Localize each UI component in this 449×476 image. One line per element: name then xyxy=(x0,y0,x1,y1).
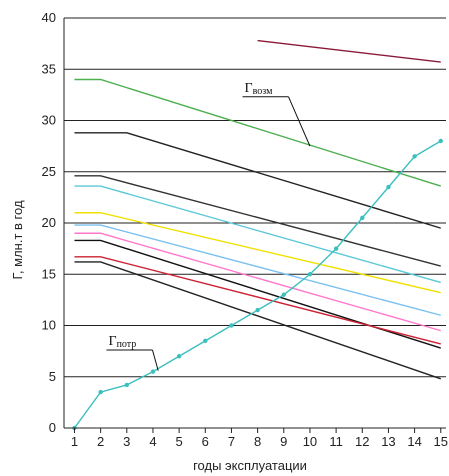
series-line-10 xyxy=(74,256,441,345)
data-point xyxy=(438,138,443,144)
x-tick-label: 9 xyxy=(280,434,287,449)
annotation-label-2: Гпотр xyxy=(108,334,136,350)
data-point xyxy=(98,389,103,395)
annotation-leader xyxy=(151,349,159,371)
series-line-3 xyxy=(74,132,441,229)
x-tick-label: 11 xyxy=(329,434,343,449)
data-point xyxy=(412,154,417,159)
x-tick-label: 13 xyxy=(381,434,395,449)
data-point xyxy=(281,292,286,297)
series-line-6 xyxy=(74,212,441,294)
y-tick-label: 0 xyxy=(49,420,56,435)
series-line-4 xyxy=(74,175,441,267)
annotation-label-1: Гвозм xyxy=(245,81,274,97)
series-line-8 xyxy=(74,232,441,332)
y-tick-label: 40 xyxy=(42,10,56,25)
data-point xyxy=(203,338,208,344)
y-tick-label: 10 xyxy=(42,318,56,333)
data-point xyxy=(386,184,391,190)
data-point xyxy=(124,382,129,388)
x-tick-label: 4 xyxy=(149,434,156,449)
series-line-11 xyxy=(74,261,441,380)
y-tick-label: 35 xyxy=(42,61,56,76)
gridlines xyxy=(64,17,446,378)
x-tick-label: 12 xyxy=(355,434,369,449)
y-tick-label: 15 xyxy=(42,266,56,281)
series-line-7 xyxy=(74,224,441,316)
annotation-leader xyxy=(288,96,311,147)
data-point xyxy=(176,354,182,359)
series-group xyxy=(72,39,443,431)
x-tick-label: 5 xyxy=(176,434,183,449)
x-tick-label: 8 xyxy=(254,434,261,449)
x-tick-label: 14 xyxy=(407,434,421,449)
y-tick-label: 20 xyxy=(42,215,56,230)
axes xyxy=(63,18,446,429)
series-line-1 xyxy=(257,39,441,63)
series-line-9 xyxy=(74,239,441,349)
data-point xyxy=(255,307,260,313)
x-tick-label: 15 xyxy=(434,434,448,449)
data-point xyxy=(150,369,156,374)
data-point xyxy=(307,272,313,277)
y-tick-label: 25 xyxy=(42,164,56,179)
data-point xyxy=(229,323,234,328)
y-tick-label: 5 xyxy=(49,369,56,384)
annotations: Гвозм Гпотр xyxy=(106,81,311,371)
data-point xyxy=(333,246,339,251)
x-axis-title: годы эксплуатации xyxy=(193,458,307,473)
x-tick-label: 2 xyxy=(97,434,104,449)
x-tick-label: 1 xyxy=(71,434,78,449)
x-tick-label: 10 xyxy=(303,434,317,449)
series-line-2 xyxy=(74,78,441,187)
data-point xyxy=(360,215,365,221)
y-axis-title: Г, млн.т в год xyxy=(10,200,25,279)
x-tick-label: 6 xyxy=(202,434,209,449)
series-line-5 xyxy=(74,185,441,284)
y-tick-label: 30 xyxy=(42,113,56,128)
x-tick-label: 7 xyxy=(228,434,235,449)
x-tick-label: 3 xyxy=(123,434,130,449)
